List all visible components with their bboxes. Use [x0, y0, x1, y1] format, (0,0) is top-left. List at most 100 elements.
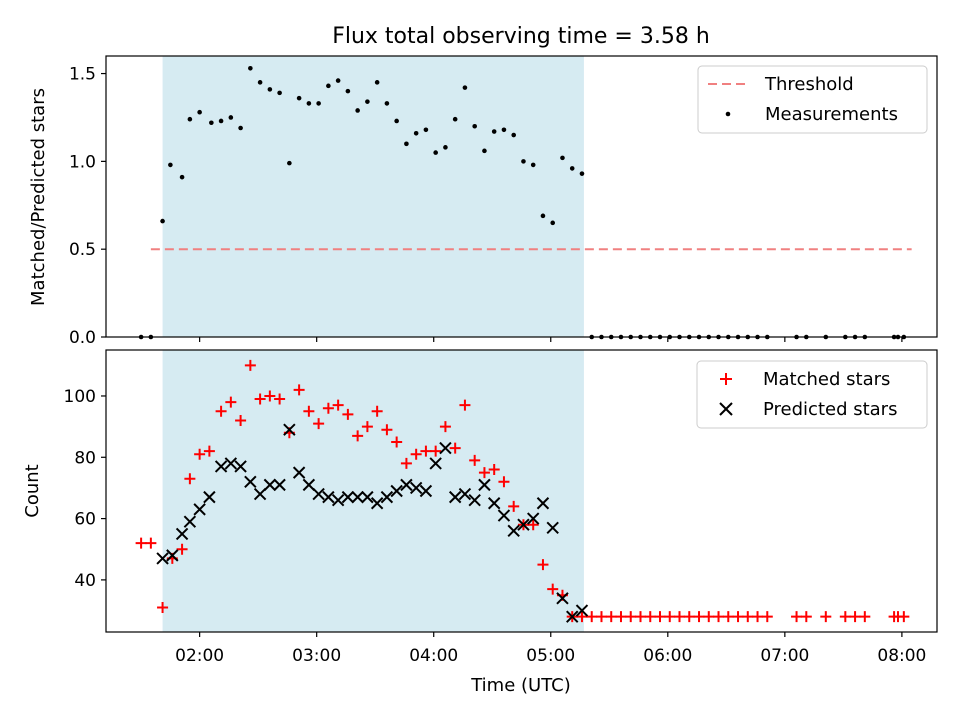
matched-point: [664, 611, 676, 623]
measurement-point: [326, 83, 331, 89]
matched-point: [235, 415, 247, 426]
measurement-point: [530, 162, 536, 168]
bottom-axes-frame: [105, 349, 938, 633]
measurement-point: [218, 118, 224, 124]
legend-matched-label: Matched stars: [763, 369, 890, 390]
measurement-point: [423, 127, 429, 133]
measurement-point: [394, 118, 399, 124]
matched-point: [547, 583, 559, 595]
matched-point: [800, 611, 812, 623]
measurement-point: [228, 115, 234, 120]
bottom-x-ticks: 02:00 03:00 04:00 05:00 06:00 07:00 08:00: [175, 632, 926, 666]
matched-point: [898, 611, 910, 623]
series-predicted-stars: [156, 423, 589, 623]
matched-point: [508, 500, 520, 512]
predicted-point: [458, 487, 472, 501]
predicted-point: [497, 509, 511, 522]
predicted-point: [380, 490, 394, 504]
predicted-point: [468, 493, 481, 507]
measurement-point: [187, 116, 193, 122]
measurement-point: [179, 174, 185, 180]
bottom-y-ticks: 40 60 80 100: [64, 387, 106, 591]
matched-point: [849, 611, 861, 623]
predicted-point: [478, 478, 491, 492]
predicted-point: [370, 497, 384, 510]
predicted-point: [283, 423, 296, 436]
measurement-point: [306, 101, 312, 106]
measurement-point: [579, 171, 585, 176]
matched-point: [469, 454, 481, 466]
matched-point: [586, 611, 598, 623]
x-tick-label: 03:00: [292, 646, 341, 666]
predicted-point: [556, 592, 569, 605]
top-y-tick-label: 1.0: [69, 152, 96, 172]
measurement-point: [238, 125, 243, 131]
x-tick-label: 02:00: [175, 646, 224, 666]
top-y-tick-label: 0.0: [69, 328, 96, 348]
measurement-point: [374, 80, 380, 85]
measurement-point: [335, 78, 341, 83]
matched-point: [498, 476, 510, 488]
top-panel: 0.0 0.5 1.0 1.5 Matched/Predicted stars Thr…: [28, 55, 938, 348]
matched-point: [839, 611, 851, 623]
predicted-point: [439, 441, 452, 455]
matched-point: [576, 611, 588, 623]
matched-point: [488, 464, 500, 476]
legend-threshold-label: Threshold: [764, 74, 854, 95]
measurement-point: [197, 109, 202, 115]
matched-point: [332, 399, 344, 411]
measurement-point: [355, 108, 360, 113]
matched-point: [722, 611, 734, 623]
x-axis-label: Time (UTC): [470, 675, 571, 696]
bottom-panel: 40 60 80 100 02:00 03:00 04:00 05:00 06:00 07:00…: [22, 349, 938, 696]
x-tick-label: 08:00: [877, 646, 926, 666]
measurement-point: [540, 213, 546, 219]
predicted-point: [487, 497, 501, 510]
predicted-point: [429, 457, 442, 470]
predicted-point: [517, 518, 530, 531]
measurement-point: [345, 88, 351, 94]
matched-point: [752, 611, 764, 623]
measurement-point: [168, 162, 173, 168]
matched-point: [742, 611, 754, 623]
matched-point: [293, 384, 305, 396]
bottom-y-tick-label: 40: [74, 571, 96, 591]
matched-point: [420, 445, 432, 457]
predicted-point: [536, 497, 550, 510]
predicted-point: [263, 478, 277, 492]
matched-point: [527, 519, 539, 531]
bottom-legend: Matched stars Predicted stars: [696, 360, 928, 429]
matched-point: [381, 424, 393, 436]
bottom-y-tick-label: 100: [64, 387, 96, 407]
measurement-point: [287, 160, 292, 166]
predicted-point: [253, 487, 267, 501]
predicted-point: [214, 460, 228, 473]
observing-window-shade-bottom: [162, 350, 584, 632]
predicted-point: [203, 490, 216, 504]
measurement-point: [209, 120, 214, 126]
matched-point: [145, 537, 157, 549]
top-y-axis-label: Matched/Predicted stars: [28, 88, 49, 306]
top-legend: Threshold Measurements: [697, 65, 928, 134]
x-tick-label: 06:00: [643, 646, 692, 666]
bottom-legend-frame: [696, 360, 928, 429]
matched-point: [135, 537, 147, 549]
matched-point: [439, 421, 451, 433]
predicted-point: [292, 466, 306, 479]
top-y-tick-label: 0.5: [69, 240, 96, 260]
matched-point: [352, 430, 364, 442]
observing-window-shade-top: [162, 56, 584, 337]
matched-point: [225, 396, 237, 408]
top-legend-frame: [697, 65, 928, 134]
matched-point: [157, 601, 169, 613]
matched-point: [400, 457, 412, 469]
predicted-point: [341, 490, 355, 504]
legend-predicted-label: Predicted stars: [763, 399, 897, 420]
measurement-point: [433, 150, 438, 155]
predicted-point: [302, 478, 316, 492]
matched-point: [683, 611, 695, 623]
measurement-point: [267, 87, 273, 92]
predicted-point: [331, 493, 345, 507]
matched-point: [732, 611, 744, 623]
